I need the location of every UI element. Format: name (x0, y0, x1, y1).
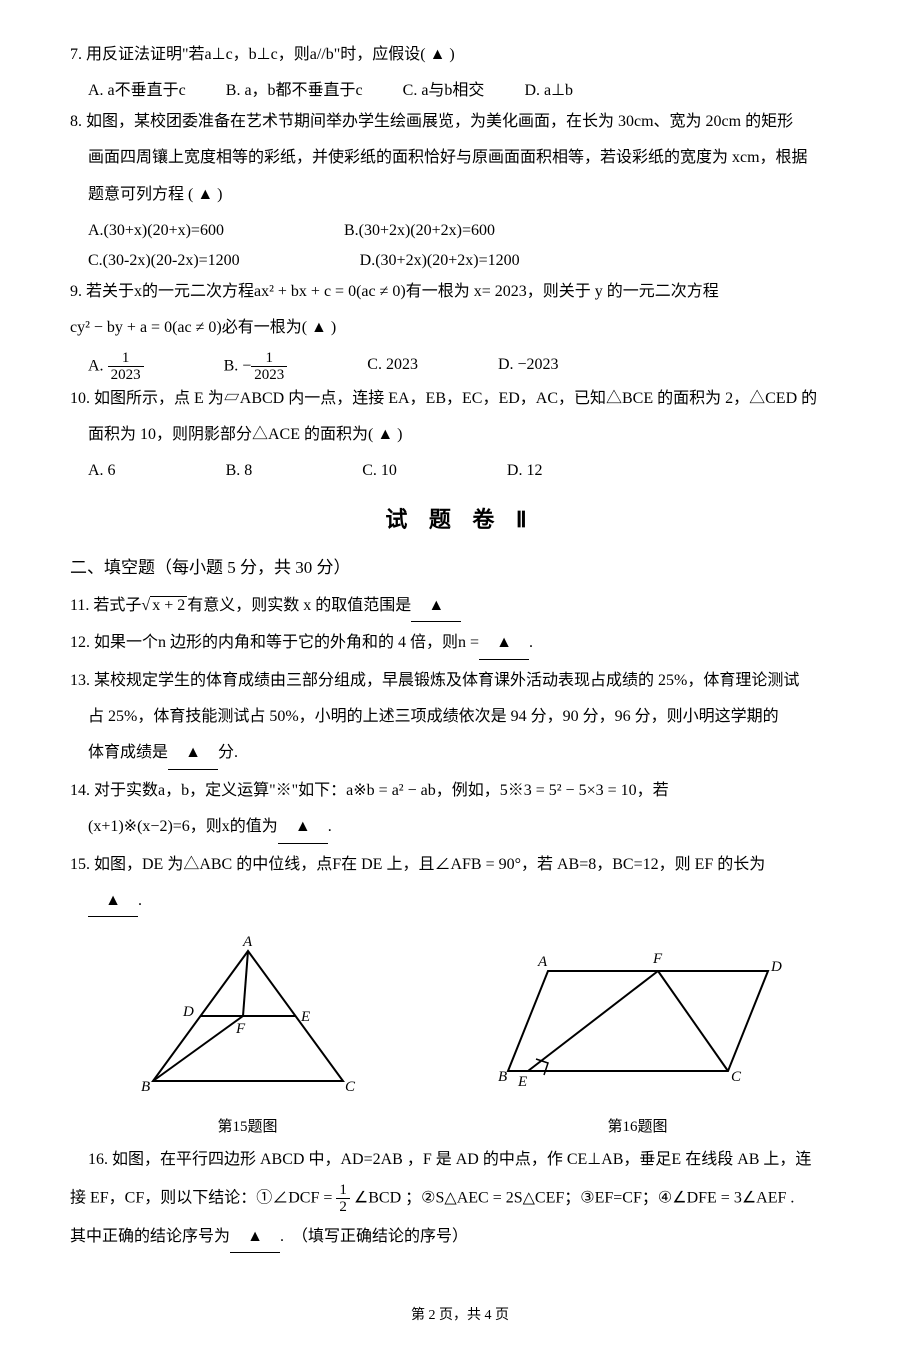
q7-text: 7. 用反证法证明"若a⊥c，b⊥c，则a//b"时，应假设( ▲ ) (70, 40, 850, 70)
fig15-wrap: A B C D E F 第15题图 (133, 931, 363, 1141)
q10-l1: 10. 如图所示，点 E 为▱ABCD 内一点，连接 EA，EB，EC，ED，A… (70, 384, 850, 414)
q12-text: 12. 如果一个n 边形的内角和等于它的外角和的 4 倍，则n = (70, 634, 479, 651)
q13-l3b: 分. (218, 744, 238, 761)
blank-13: ▲ (168, 738, 218, 769)
section-2-header: 二、填空题（每小题 5 分，共 30 分） (70, 552, 850, 584)
q10-D: D. 12 (507, 456, 543, 486)
q8-l2: 画面四周镶上宽度相等的彩纸，并使彩纸的面积恰好与原画面面积相等，若设彩纸的宽度为… (88, 143, 850, 173)
svg-text:C: C (731, 1069, 742, 1085)
blank-11: ▲ (411, 591, 461, 622)
q8-l1: 8. 如图，某校团委准备在艺术节期间举办学生绘画展览，为美化画面，在长为 30c… (70, 107, 850, 137)
q16-l2: 接 EF，CF，则以下结论：①∠DCF = 12 ∠BCD ；②S△AEC = … (70, 1182, 850, 1216)
q16-l3b: （填写正确结论的序号） (292, 1228, 468, 1245)
q11: 11. 若式子√x + 2有意义，则实数 x 的取值范围是▲ (70, 591, 850, 622)
fig16-caption: 第16题图 (488, 1113, 788, 1142)
q8-B: B.(30+2x)(20+2x)=600 (344, 216, 495, 246)
q8-C: C.(30-2x)(20-2x)=1200 (88, 246, 240, 276)
q16-l2b: ∠BCD ；②S△AEC = 2S△CEF；③EF=CF；④∠DFE = 3∠A… (354, 1189, 794, 1206)
q8-D: D.(30+2x)(20+2x)=1200 (360, 246, 520, 276)
section-title-2: 试 题 卷 Ⅱ (70, 499, 850, 541)
figure-row: A B C D E F 第15题图 A B C D E F 第16题图 (70, 931, 850, 1141)
fig15-caption: 第15题图 (133, 1113, 363, 1142)
q9-l2: cy² − by + a = 0(ac ≠ 0)必有一根为( ▲ ) (70, 313, 850, 343)
fig15-svg: A B C D E F (133, 931, 363, 1101)
q16-l3a: 其中正确的结论序号为 (70, 1228, 230, 1245)
q14-l1: 14. 对于实数a，b，定义运算"※"如下：a※b = a² − ab，例如，5… (70, 776, 850, 806)
q7-B: B. a，b都不垂直于c (226, 76, 363, 106)
blank-12: ▲ (479, 628, 529, 659)
page-footer: 第 2 页，共 4 页 (70, 1303, 850, 1330)
q15-blank: ▲. (88, 886, 850, 917)
q7-C: C. a与b相交 (403, 76, 485, 106)
q13-l2: 占 25%，体育技能测试占 50%，小明的上述三项成绩依次是 94 分，90 分… (88, 702, 850, 732)
q15: 15. 如图，DE 为△ABC 的中位线，点F在 DE 上，且∠AFB = 90… (70, 850, 850, 880)
q10-l2: 面积为 10，则阴影部分△ACE 的面积为( ▲ ) (88, 420, 850, 450)
q9-A: A. 12023 (88, 350, 144, 384)
q8-A: A.(30+x)(20+x)=600 (88, 216, 224, 246)
q10-A: A. 6 (88, 456, 116, 486)
q16-l1: 16. 如图，在平行四边形 ABCD 中，AD=2AB ，F 是 AD 的中点，… (88, 1145, 850, 1175)
q9-C: C. 2023 (367, 350, 418, 384)
q13-l3: 体育成绩是▲分. (88, 738, 850, 769)
q10-B: B. 8 (226, 456, 253, 486)
q8-l3: 题意可列方程 ( ▲ ) (88, 180, 850, 210)
q8-row1: A.(30+x)(20+x)=600 B.(30+2x)(20+2x)=600 (88, 216, 850, 246)
q13-l1: 13. 某校规定学生的体育成绩由三部分组成，早晨锻炼及体育课外活动表现占成绩的 … (70, 666, 850, 696)
svg-text:A: A (242, 934, 253, 950)
q9-B: B. −12023 (224, 350, 288, 384)
q9-l1: 9. 若关于x的一元二次方程ax² + bx + c = 0(ac ≠ 0)有一… (70, 277, 850, 307)
q16-l2a: 接 EF，CF，则以下结论：①∠DCF = (70, 1189, 332, 1206)
q14-l2: (x+1)※(x−2)=6，则x的值为▲. (88, 812, 850, 843)
q13-l3a: 体育成绩是 (88, 744, 168, 761)
q8-row2: C.(30-2x)(20-2x)=1200 D.(30+2x)(20+2x)=1… (88, 246, 850, 276)
q10-options: A. 6 B. 8 C. 10 D. 12 (88, 456, 850, 486)
frac-half: 12 (336, 1182, 350, 1216)
q9-D: D. −2023 (498, 350, 559, 384)
q10-C: C. 10 (362, 456, 397, 486)
q7-D: D. a⊥b (524, 76, 573, 106)
blank-16: ▲ (230, 1222, 280, 1253)
svg-text:A: A (537, 954, 548, 970)
q9-options: A. 12023 B. −12023 C. 2023 D. −2023 (88, 350, 850, 384)
q14-l2a: (x+1)※(x−2)=6，则x的值为 (88, 818, 278, 835)
svg-text:F: F (652, 951, 663, 967)
q15-text: 15. 如图，DE 为△ABC 的中位线，点F在 DE 上，且∠AFB = 90… (70, 856, 765, 873)
q12: 12. 如果一个n 边形的内角和等于它的外角和的 4 倍，则n =▲. (70, 628, 850, 659)
svg-text:B: B (141, 1079, 150, 1095)
svg-text:C: C (345, 1079, 356, 1095)
svg-text:D: D (770, 959, 782, 975)
svg-text:E: E (300, 1009, 310, 1025)
svg-text:E: E (517, 1074, 527, 1090)
svg-text:F: F (235, 1021, 246, 1037)
blank-14: ▲ (278, 812, 328, 843)
fig16-wrap: A B C D E F 第16题图 (488, 941, 788, 1141)
q7-A: A. a不垂直于c (88, 76, 186, 106)
svg-text:B: B (498, 1069, 507, 1085)
svg-text:D: D (182, 1004, 194, 1020)
q16-l3: 其中正确的结论序号为▲. （填写正确结论的序号） (70, 1222, 850, 1253)
q11-tail: 有意义，则实数 x 的取值范围是 (187, 597, 411, 614)
fig16-svg: A B C D E F (488, 941, 788, 1101)
q7-options: A. a不垂直于c B. a，b都不垂直于c C. a与b相交 D. a⊥b (88, 76, 850, 106)
